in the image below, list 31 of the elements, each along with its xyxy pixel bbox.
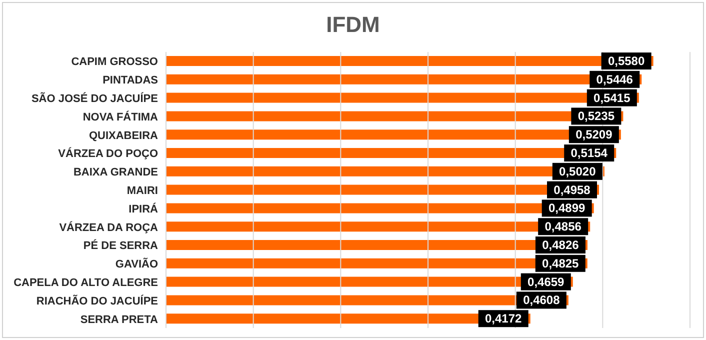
data-label: 0,4958	[554, 182, 591, 197]
data-label: 0,4856	[544, 220, 582, 234]
y-tick-label: MAIRI	[126, 185, 158, 197]
y-tick-label: NOVA FÁTIMA	[82, 110, 158, 124]
data-label: 0,5235	[578, 109, 615, 124]
y-tick-label: SÃO JOSÉ DO JACUÍPE	[31, 92, 158, 105]
y-tick-label: SERRA PRETA	[80, 314, 158, 326]
data-label: 0,4825	[542, 256, 580, 270]
data-label: 0,4172	[485, 312, 522, 326]
y-tick-label: QUIXABEIRA	[88, 130, 158, 142]
y-tick-label: VÁRZEA DO POÇO	[58, 147, 158, 160]
y-tick-label: BAIXA GRANDE	[73, 166, 158, 179]
chart-title: IFDM	[325, 12, 381, 38]
data-label: 0,4608	[523, 293, 560, 308]
y-tick-label: PINTADAS	[102, 74, 158, 87]
y-tick-label: GAVIÃO	[115, 258, 158, 271]
y-tick-label: RIACHÃO DO JACUÍPE	[36, 294, 158, 308]
data-label: 0,4826	[542, 238, 580, 252]
y-tick-label: CAPIM GROSSO	[71, 56, 158, 68]
y-tick-label: IPIRÁ	[128, 202, 158, 216]
data-label: 0,5154	[570, 146, 608, 160]
data-label: 0,5415	[594, 90, 631, 105]
data-label: 0,5209	[576, 128, 613, 142]
data-label: 0,5446	[596, 72, 634, 86]
data-label: 0,4899	[548, 201, 586, 216]
y-tick-label: VÁRZEA DA ROÇA	[59, 220, 158, 234]
y-tick-label: PÉ DE SERRA	[83, 239, 158, 252]
data-label: 0,4659	[528, 274, 565, 289]
data-label: 0,5580	[608, 54, 645, 68]
y-tick-label: CAPELA DO ALTO ALEGRE	[14, 277, 158, 289]
data-label: 0,5020	[559, 164, 596, 178]
